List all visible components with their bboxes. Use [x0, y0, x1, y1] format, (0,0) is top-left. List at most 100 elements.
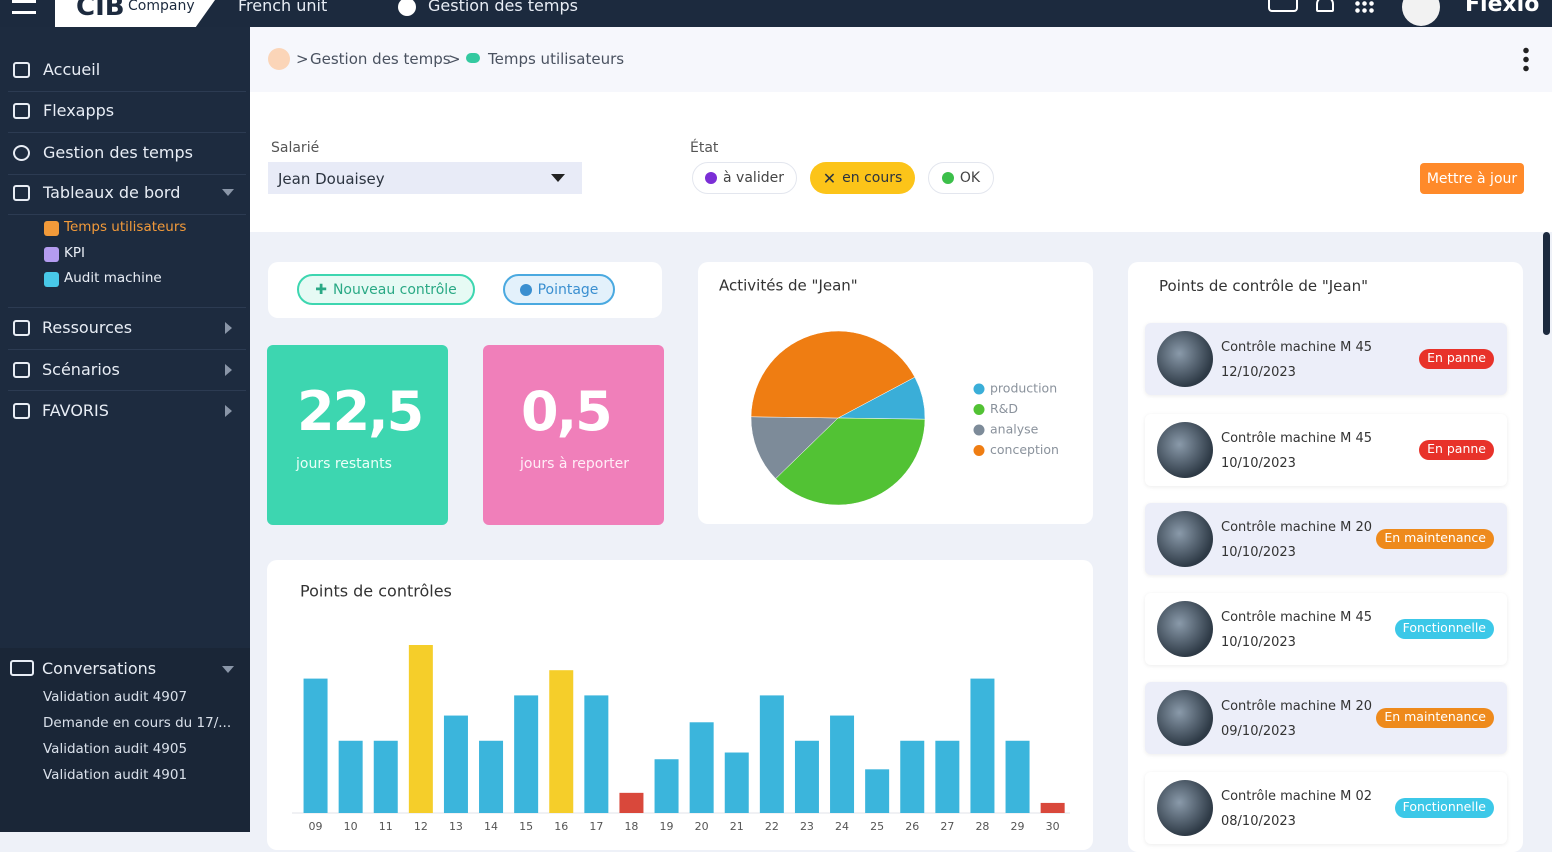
status-badge: En panne [1419, 440, 1494, 460]
separator [8, 307, 246, 308]
action-button[interactable]: ✚ Nouveau contrôle [297, 274, 475, 305]
item-date: 10/10/2023 [1221, 635, 1296, 650]
separator: > [296, 50, 309, 68]
submenu-item[interactable]: KPI [64, 245, 85, 261]
bar [479, 740, 504, 813]
breadcrumb-item[interactable]: Gestion des temps [310, 50, 451, 68]
x-tick-label: 15 [519, 820, 533, 832]
menu-item[interactable]: Flexapps [43, 101, 115, 120]
conversations-panel [0, 648, 250, 832]
unit-select[interactable]: French unit [238, 0, 328, 15]
x-tick-label: 12 [414, 820, 428, 832]
menu-icon [13, 362, 30, 378]
item-title: Contrôle machine M 45 [1221, 610, 1373, 625]
pie-slice [750, 416, 839, 480]
legend-swatch [973, 404, 985, 415]
conversation-item[interactable]: Validation audit 4901 [43, 767, 188, 783]
bar [1005, 740, 1030, 813]
menu-item[interactable]: FAVORIS [42, 401, 109, 420]
expand-arrow [222, 189, 234, 196]
x-tick-label: 18 [624, 820, 638, 832]
thumbnail [1157, 601, 1213, 657]
state-chip[interactable]: à valider [692, 162, 797, 194]
status-badge: En maintenance [1376, 708, 1494, 728]
expand-arrow [225, 322, 232, 334]
bar [865, 769, 890, 813]
bar [584, 695, 609, 813]
conversation-item[interactable]: Validation audit 4905 [43, 741, 188, 757]
x-tick-label: 30 [1046, 820, 1060, 832]
home-icon[interactable] [268, 48, 290, 70]
menu-item[interactable]: Scénarios [42, 360, 120, 379]
more-menu[interactable] [1523, 46, 1529, 72]
update-button[interactable]: Mettre à jour [1420, 163, 1524, 194]
x-tick-label: 26 [905, 820, 919, 832]
thumbnail [1157, 331, 1213, 387]
x-tick-label: 17 [589, 820, 603, 832]
legend-swatch [973, 383, 985, 395]
menu-item[interactable]: Ressources [42, 318, 133, 337]
state-chip[interactable]: ✕ en cours [810, 162, 915, 194]
thumbnail [1157, 690, 1213, 746]
x-tick-label: 23 [800, 820, 814, 832]
bar [759, 695, 784, 813]
field-label: État [690, 140, 719, 156]
x-tick-label: 16 [554, 820, 568, 832]
bar [724, 752, 749, 813]
bar [1040, 802, 1065, 813]
bar [514, 695, 539, 813]
bar [549, 670, 574, 813]
menu-item[interactable]: Tableaux de bord [43, 183, 181, 202]
submenu-item[interactable]: Temps utilisateurs [64, 219, 187, 235]
menu-icon [13, 145, 30, 161]
menu-item[interactable]: Gestion des temps [43, 143, 193, 162]
legend-swatch [973, 424, 985, 436]
apps-icon[interactable] [1354, 0, 1374, 14]
bar [900, 740, 925, 813]
bar [935, 740, 960, 813]
item-date: 08/10/2023 [1221, 814, 1296, 829]
icon[interactable] [1268, 0, 1298, 12]
brand: Flexio [1465, 0, 1540, 17]
module-select[interactable]: Gestion des temps [428, 0, 578, 15]
status-badge: Fonctionnelle [1394, 798, 1494, 818]
submenu-item[interactable]: Audit machine [64, 270, 162, 286]
stat-value: 0,5 [521, 380, 613, 443]
menu-item[interactable]: Accueil [43, 60, 101, 79]
logo[interactable] [55, 0, 215, 27]
expand-arrow [225, 364, 232, 376]
menu-item[interactable]: Conversations [42, 659, 157, 678]
conversation-item[interactable]: Validation audit 4907 [43, 689, 188, 705]
item-date: 10/10/2023 [1221, 456, 1296, 471]
separator: > [448, 50, 461, 68]
bar [970, 678, 995, 813]
x-tick-label: 29 [1011, 820, 1025, 832]
employee-select[interactable]: Jean Douaisey [268, 162, 582, 194]
scrollbar[interactable] [1543, 232, 1550, 335]
x-tick-label: 10 [344, 820, 358, 832]
menu-icon [13, 403, 30, 419]
stat-label: jours restants [296, 456, 392, 472]
state-chip[interactable]: OK [928, 162, 994, 194]
field-label: Salarié [271, 140, 320, 156]
menu-icon [13, 320, 30, 336]
status-badge: Fonctionnelle [1394, 619, 1494, 639]
bell-icon[interactable] [1316, 0, 1334, 12]
x-tick-label: 21 [730, 820, 744, 832]
stat-card [483, 345, 664, 525]
thumbnail [1157, 511, 1213, 567]
separator [8, 91, 246, 92]
bar [654, 759, 679, 813]
action-button[interactable]: Pointage [503, 274, 615, 305]
clock-icon [398, 0, 416, 16]
x-tick-label: 24 [835, 820, 849, 832]
thumbnail [1157, 422, 1213, 478]
conversation-item[interactable]: Demande en cours du 17/... [43, 715, 232, 731]
legend-label: production [990, 381, 1057, 396]
pie-slice [775, 417, 926, 506]
chip-label: en cours [842, 170, 903, 186]
menu-icon[interactable] [12, 0, 36, 14]
item-title: Contrôle machine M 20 [1221, 520, 1373, 535]
separator [8, 349, 246, 350]
